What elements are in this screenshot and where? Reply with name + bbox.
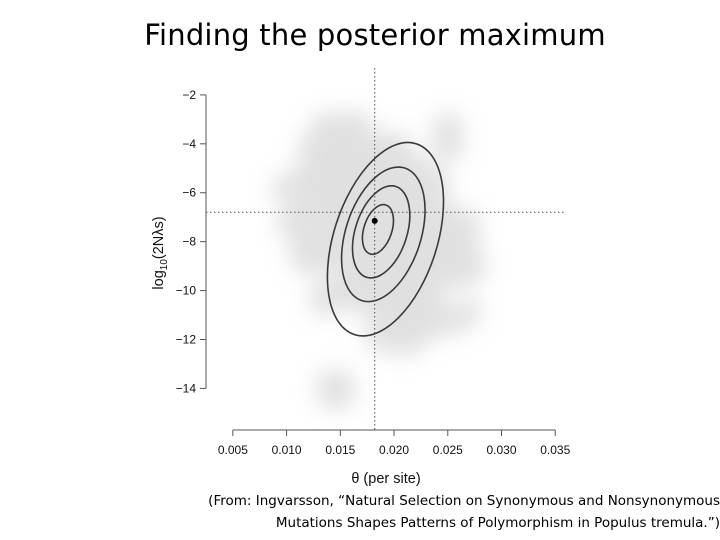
- reference-lines: [206, 68, 566, 430]
- x-tick-label: 0.015: [325, 443, 355, 457]
- x-tick-label: 0.035: [540, 443, 570, 457]
- x-tick-label: 0.010: [272, 443, 302, 457]
- y-tick-label: −8: [182, 235, 196, 249]
- y-tick-label: −2: [182, 88, 196, 102]
- figure-caption: (From: Ingvarsson, “Natural Selection on…: [150, 490, 720, 534]
- contour-lines: [326, 141, 445, 337]
- x-tick-label: 0.030: [487, 443, 517, 457]
- y-tick-label: −12: [176, 333, 197, 347]
- y-axis-title: log10(2Nλs): [151, 216, 170, 289]
- x-tick-label: 0.020: [379, 443, 409, 457]
- posterior-maximum-point: [371, 217, 378, 224]
- y-tick-label: −10: [176, 284, 197, 298]
- contour-1: [361, 203, 395, 256]
- slide-title: Finding the posterior maximum: [144, 18, 606, 52]
- y-tick-label: −4: [182, 137, 196, 151]
- axes: [200, 94, 556, 436]
- caption-line-2: Mutations Shapes Patterns of Polymorphis…: [275, 515, 720, 531]
- contour-2: [351, 185, 411, 279]
- caption-line-1: (From: Ingvarsson, “Natural Selection on…: [208, 493, 720, 509]
- x-axis-title: θ (per site): [351, 471, 420, 487]
- y-tick-label: −14: [176, 381, 197, 395]
- y-tick-label: −6: [182, 186, 196, 200]
- contour-3: [340, 166, 426, 303]
- axis-labels: 0.005 0.010 0.015 0.020 0.025 0.030 0.035 −2 −4 −…: [151, 88, 571, 487]
- contour-4: [326, 141, 445, 337]
- x-tick-label: 0.005: [218, 443, 248, 457]
- x-tick-label: 0.025: [433, 443, 463, 457]
